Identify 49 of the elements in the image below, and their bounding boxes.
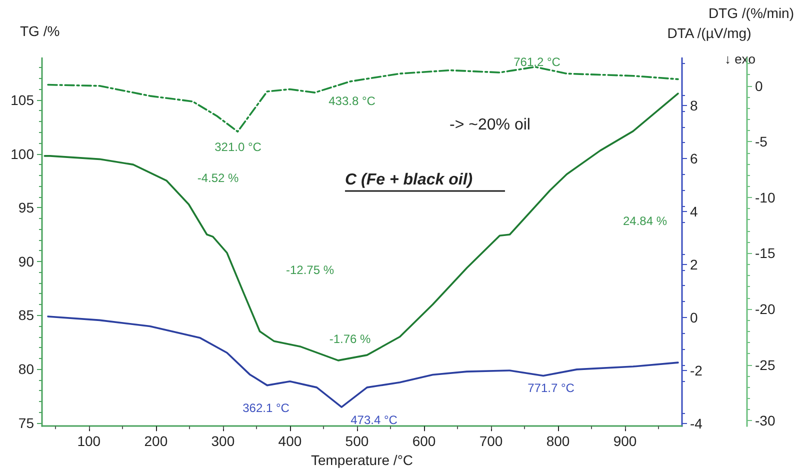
y3-tick-label: 0 — [755, 78, 763, 94]
annotation: -4.52 % — [197, 171, 240, 185]
x-tick-label: 300 — [211, 433, 235, 450]
y2-tick-label: -4 — [690, 415, 703, 432]
y3-tick-label: -10 — [755, 189, 776, 206]
annotation: 362.1 °C — [242, 401, 290, 415]
y3-tick-label: -20 — [755, 300, 776, 317]
y2-tick-label: 4 — [690, 204, 698, 220]
y-tick-label: 80 — [18, 361, 34, 378]
x-tick-label: 200 — [144, 433, 168, 450]
annotation: -12.75 % — [286, 263, 334, 277]
y2-tick-label: -2 — [690, 362, 703, 378]
y3-tick-label: -5 — [755, 134, 768, 150]
y-tick-label: 100 — [10, 146, 34, 162]
y-tick-label: 90 — [18, 253, 34, 270]
annotation: -> ~20% oil — [450, 116, 530, 134]
x-tick-label: 800 — [546, 433, 570, 450]
y3-tick-label: -25 — [755, 356, 776, 373]
y2-tick-label: 6 — [690, 150, 698, 167]
y-tick-label: 85 — [18, 307, 34, 324]
y3-tick-label: -15 — [755, 245, 776, 262]
annotation: 771.7 °C — [528, 381, 575, 395]
x-tick-label: 700 — [479, 433, 503, 450]
text: ↓ exo — [724, 52, 756, 66]
annotation: 24.84 % — [622, 214, 668, 228]
line-series — [44, 92, 679, 362]
y-tick-label: 105 — [10, 92, 34, 108]
x-axis-title: Temperature /°C — [310, 452, 414, 468]
y3-tick-label: -30 — [755, 412, 776, 429]
x-tick-label: 100 — [77, 433, 101, 450]
annotation: -1.76 % — [329, 332, 372, 346]
annotation: 433.8 °C — [328, 94, 376, 108]
annotation: 321.0 °C — [214, 140, 262, 154]
text: C (Fe + black oil) — [345, 172, 473, 188]
y3-axis-title: DTG /(%/min) — [708, 5, 794, 21]
line-series — [47, 66, 679, 133]
x-tick-label: 500 — [345, 433, 369, 450]
annotation: 473.4 °C — [350, 413, 398, 427]
y-tick-label: 75 — [18, 414, 34, 431]
annotation: 761.2 °C — [514, 55, 561, 69]
y-axis-title: TG /% — [20, 23, 60, 39]
y2-axis-title: DTA /(µV/mg) — [667, 25, 752, 41]
y2-tick-label: 0 — [690, 310, 698, 326]
y2-tick-label: 2 — [690, 256, 698, 273]
y2-tick-label: 8 — [690, 98, 698, 114]
x-tick-label: 600 — [412, 433, 436, 450]
y-tick-label: 95 — [18, 200, 34, 216]
x-tick-label: 400 — [278, 433, 302, 450]
x-tick-label: 900 — [613, 433, 637, 450]
